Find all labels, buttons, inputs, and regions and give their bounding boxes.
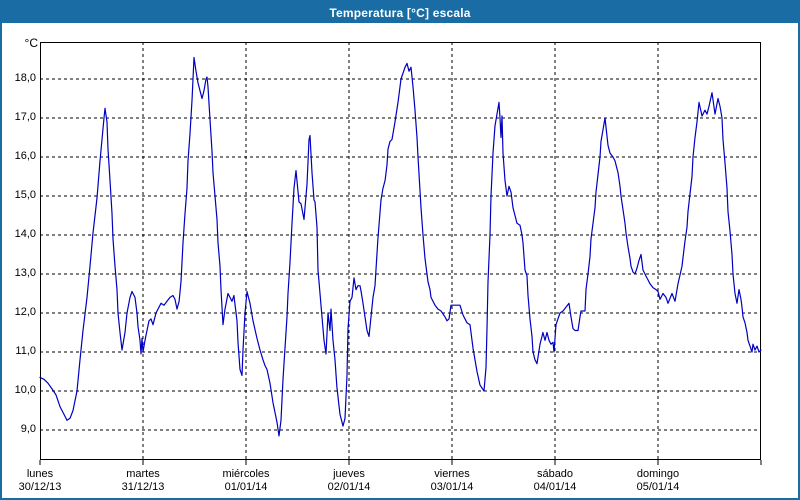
y-tick-label: 18,0 <box>14 72 36 84</box>
y-tick-label: 9,0 <box>20 423 36 435</box>
x-tick-label: viernes 03/01/14 <box>407 468 497 494</box>
y-tick-label: 16,0 <box>14 150 36 162</box>
day-name: jueves <box>333 468 365 480</box>
day-date: 05/01/14 <box>636 481 680 493</box>
y-tick-label: 13,0 <box>14 267 36 279</box>
y-tick-label: 17,0 <box>14 111 36 123</box>
x-tick-label: jueves 02/01/14 <box>304 468 394 494</box>
y-tick-label: 15,0 <box>14 189 36 201</box>
day-name: sábado <box>536 468 574 480</box>
day-name: domingo <box>636 468 680 480</box>
day-date: 31/12/13 <box>121 481 165 493</box>
y-tick-label: 10,0 <box>14 384 36 396</box>
x-tick-label: miércoles 01/01/14 <box>201 468 291 494</box>
day-name: viernes <box>434 468 470 480</box>
y-tick-label: 12,0 <box>14 306 36 318</box>
chart-area: °C 18,0 17,0 16,0 15,0 14,0 13,0 12,0 11,0 10,0 9… <box>2 23 798 498</box>
window-title: Temperatura [°C] escala <box>329 5 471 20</box>
y-axis-unit-label: °C <box>24 36 38 50</box>
x-tick-label: lunes 30/12/13 <box>2 468 85 494</box>
day-date: 01/01/14 <box>224 481 268 493</box>
window-titlebar[interactable]: Temperatura [°C] escala <box>2 2 798 23</box>
day-name: miércoles <box>222 468 270 480</box>
temperature-line-chart <box>39 42 762 465</box>
x-tick-label: martes 31/12/13 <box>98 468 188 494</box>
day-date: 02/01/14 <box>327 481 371 493</box>
day-date: 04/01/14 <box>533 481 577 493</box>
x-tick-label: sábado 04/01/14 <box>510 468 600 494</box>
x-tick-label: domingo 05/01/14 <box>613 468 703 494</box>
day-date: 03/01/14 <box>430 481 474 493</box>
y-tick-label: 14,0 <box>14 228 36 240</box>
y-tick-label: 11,0 <box>15 345 36 357</box>
day-date: 30/12/13 <box>18 481 62 493</box>
day-name: lunes <box>26 468 54 480</box>
day-name: martes <box>126 468 160 480</box>
